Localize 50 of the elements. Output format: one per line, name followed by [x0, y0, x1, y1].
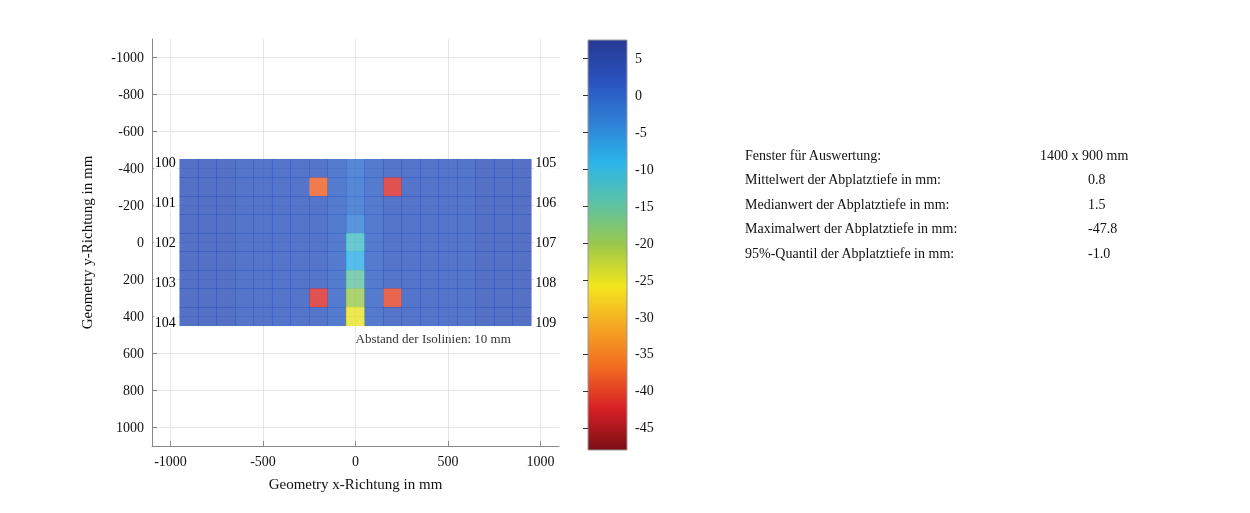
color-bar-label: -10: [635, 161, 654, 177]
text: 1.5: [1088, 196, 1106, 212]
annotation: 105: [535, 155, 557, 171]
text: 1400 x 900 mm: [1040, 147, 1129, 163]
y-tick-label: -600: [118, 124, 144, 139]
color-bar-label: 5: [635, 50, 642, 66]
color-bar-label: -45: [635, 420, 654, 436]
text: -1.0: [1088, 245, 1111, 261]
x-tick-label: -1000: [154, 453, 187, 469]
x-tick-label: 1000: [526, 453, 555, 469]
annotation: 101: [154, 195, 176, 211]
annotation: 108: [535, 274, 557, 290]
color-bar-label: -20: [635, 235, 654, 251]
x-tick-label: -500: [250, 453, 276, 469]
annotation: 107: [535, 235, 557, 250]
annotation: 102: [154, 235, 176, 250]
text: Maximalwert der Abplatztiefe in mm:: [745, 221, 958, 236]
y-axis-title: Geometry y-Richtung in mm: [78, 155, 95, 330]
annotation: 103: [154, 274, 176, 290]
x-tick-label: 0: [352, 453, 359, 469]
x-tick-label: 500: [437, 453, 459, 469]
color-bar-label: 0: [635, 87, 642, 103]
annotation: Abstand der Isolinien: 10 mm: [355, 331, 511, 346]
color-bar-label: -25: [635, 272, 654, 288]
annotation: 106: [535, 195, 557, 211]
y-tick-label: 1000: [116, 420, 144, 435]
y-tick-label: 200: [123, 272, 144, 287]
annotation: 109: [535, 314, 557, 330]
y-tick-label: 400: [123, 309, 144, 324]
annotation: 100: [154, 155, 176, 171]
x-axis-title: Geometry x-Richtung in mm: [268, 475, 443, 492]
text: 95%-Quantil der Abplatztiefe in mm:: [745, 245, 955, 261]
text: Medianwert der Abplatztiefe in mm:: [745, 196, 950, 212]
color-bar-label: -40: [635, 383, 654, 399]
y-tick-label: -200: [118, 198, 144, 213]
text: -47.8: [1088, 221, 1118, 236]
y-tick-label: -1000: [111, 50, 144, 65]
y-tick-label: 600: [123, 346, 144, 361]
y-tick-label: 0: [137, 235, 144, 250]
color-bar-label: -15: [635, 198, 654, 214]
text: Fenster für Auswertung:: [745, 147, 882, 163]
text: Mittelwert der Abplatztiefe in mm:: [745, 172, 941, 187]
y-tick-label: -400: [118, 161, 144, 176]
color-bar-label: -5: [635, 124, 647, 140]
y-tick-label: -800: [118, 87, 144, 102]
text: 0.8: [1088, 172, 1106, 187]
y-tick-label: 800: [123, 383, 144, 398]
color-bar-label: -30: [635, 309, 654, 325]
color-bar-label: -35: [635, 346, 654, 362]
annotation: 104: [154, 314, 176, 330]
